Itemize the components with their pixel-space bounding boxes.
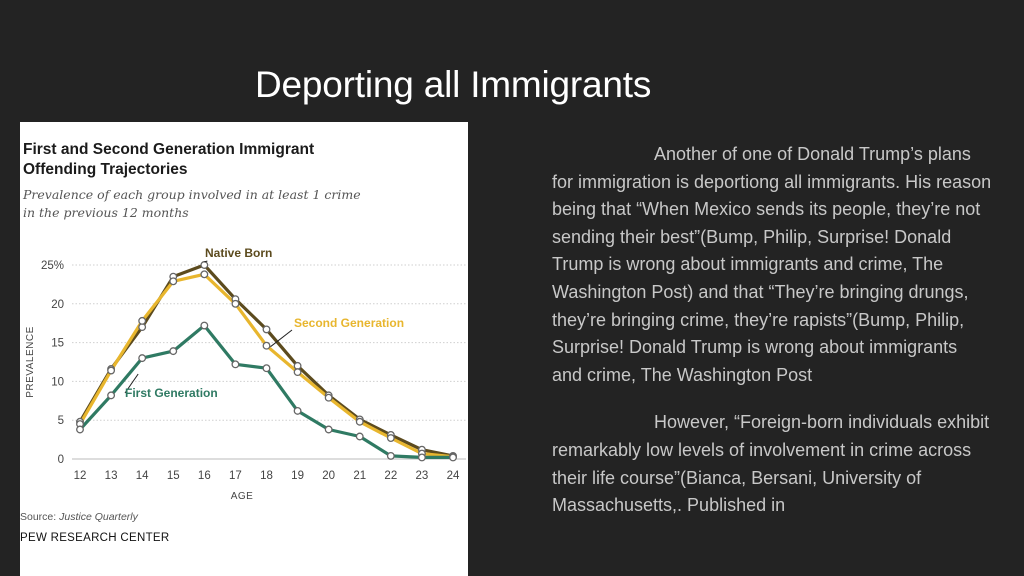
x-tick-label: 16 xyxy=(198,470,211,482)
chart-title-line-2: Offending Trajectories xyxy=(23,161,188,178)
data-point xyxy=(386,451,395,460)
data-point xyxy=(293,406,302,415)
data-point xyxy=(138,354,147,363)
data-point xyxy=(355,417,364,426)
x-tick-label: 18 xyxy=(260,470,273,482)
x-tick-label: 21 xyxy=(353,470,366,482)
y-tick-label: 25% xyxy=(41,260,64,272)
x-tick-label: 24 xyxy=(447,470,460,482)
data-point xyxy=(324,425,333,434)
data-point xyxy=(169,277,178,286)
y-tick-label: 20 xyxy=(51,299,64,311)
data-point xyxy=(449,453,457,462)
data-point xyxy=(200,270,209,279)
x-tick-label: 15 xyxy=(167,470,180,482)
slide-body: Another of one of Donald Trump’s plans f… xyxy=(552,141,992,540)
chart-subtitle-line-1: Prevalence of each group involved in at … xyxy=(22,187,361,202)
source-value: Justice Quarterly xyxy=(58,511,139,523)
x-tick-label: 23 xyxy=(416,470,429,482)
x-axis-label: AGE xyxy=(231,491,254,502)
line-chart: First and Second Generation Immigrant Of… xyxy=(20,141,466,544)
y-axis-label: PREVALENCE xyxy=(25,326,36,398)
series-label: First Generation xyxy=(125,386,218,400)
data-point xyxy=(324,393,333,402)
x-tick-label: 13 xyxy=(105,470,118,482)
source-note: Source: Justice Quarterly xyxy=(20,511,139,523)
x-tick-label: 19 xyxy=(291,470,304,482)
data-point xyxy=(262,364,271,373)
data-point xyxy=(231,360,240,369)
x-tick-label: 22 xyxy=(384,470,397,482)
x-tick-label: 20 xyxy=(322,470,335,482)
data-point xyxy=(107,366,116,375)
data-point xyxy=(355,432,364,441)
data-point xyxy=(107,391,116,400)
y-tick-label: 0 xyxy=(58,454,64,466)
chart-subtitle-line-2: in the previous 12 months xyxy=(23,205,189,220)
label-leader-line xyxy=(124,373,139,394)
body-paragraph-2: However, “Foreign-born individuals exhib… xyxy=(552,412,990,516)
slide-title: Deporting all Immigrants xyxy=(255,64,652,105)
data-point xyxy=(231,299,240,308)
data-point xyxy=(200,321,209,330)
data-point xyxy=(138,316,147,325)
y-tick-label: 5 xyxy=(58,415,64,427)
data-point xyxy=(293,368,302,377)
series-label: Native Born xyxy=(205,246,272,260)
data-point xyxy=(76,425,84,434)
data-point xyxy=(169,347,178,356)
label-leader-line xyxy=(270,329,293,348)
body-paragraph-1: Another of one of Donald Trump’s plans f… xyxy=(552,144,992,385)
data-point xyxy=(262,325,271,334)
organization-name: PEW RESEARCH CENTER xyxy=(20,532,169,544)
series-line xyxy=(78,263,455,458)
source-label: Source: xyxy=(20,511,56,523)
data-point xyxy=(386,434,395,442)
data-point xyxy=(200,261,209,269)
x-tick-label: 12 xyxy=(74,470,87,482)
data-point xyxy=(417,453,426,462)
data-point xyxy=(262,341,271,350)
chart-title-line-1: First and Second Generation Immigrant xyxy=(23,141,314,158)
chart-panel: First and Second Generation Immigrant Of… xyxy=(20,122,468,576)
y-tick-label: 15 xyxy=(51,338,64,350)
x-tick-label: 17 xyxy=(229,470,242,482)
label-leader-line xyxy=(204,260,208,263)
y-tick-label: 10 xyxy=(51,376,64,388)
series-label: Second Generation xyxy=(294,316,404,330)
x-tick-label: 14 xyxy=(136,470,149,482)
